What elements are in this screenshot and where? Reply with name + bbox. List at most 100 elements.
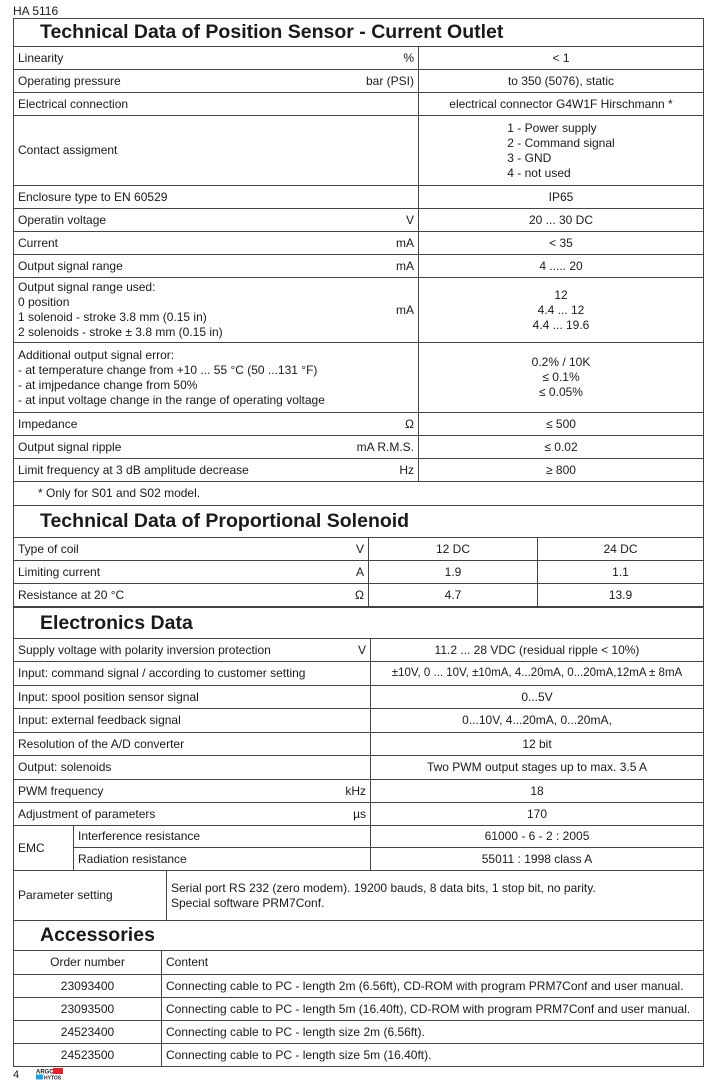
- parameter-cell: Output signal ripple mA R.M.S.: [13, 435, 419, 459]
- unit: %: [403, 50, 414, 65]
- value-cell: ≤ 0.02: [418, 435, 704, 459]
- value-cell: 61000 - 6 - 2 : 2005: [370, 825, 704, 848]
- order-number-cell: 24523400: [13, 1020, 162, 1044]
- parameter-setting-label: Parameter setting: [13, 870, 167, 921]
- value: < 1: [552, 50, 570, 65]
- parameter-label: Resolution of the A/D converter: [18, 736, 185, 751]
- value-cell: ≤ 500: [418, 412, 704, 436]
- value: ≤ 500: [546, 416, 576, 431]
- parameter-label: 0 position: [18, 295, 70, 309]
- parameter-label: - at imjpedance change from 50%: [18, 377, 198, 392]
- parameter-label: Operating pressure: [18, 73, 121, 88]
- table-row: 24523400 Connecting cable to PC - length …: [13, 1020, 704, 1044]
- parameter-setting-line: Special software PRM7Conf.: [171, 895, 325, 910]
- value: 4 - not used: [507, 165, 571, 180]
- parameter-label: Current: [18, 235, 59, 250]
- position-sensor-section: Technical Data of Position Sensor - Curr…: [13, 18, 704, 506]
- value-12v: 12 DC: [368, 537, 538, 561]
- table-row: Operating pressure bar (PSI) to 350 (5076)…: [13, 69, 704, 93]
- parameter-cell: Output signal range mA: [13, 254, 419, 278]
- unit: kHz: [345, 783, 366, 798]
- table-row: Current mA < 35: [13, 231, 704, 255]
- parameter-cell: Operatin voltage V: [13, 208, 419, 232]
- parameter-label: Additional output signal error:: [18, 347, 175, 362]
- value-cell: ±10V, 0 ... 10V, ±10mA, 4...20mA, 0...20…: [370, 661, 704, 686]
- parameter-label: Limit frequency at 3 dB amplitude decrea…: [18, 462, 249, 477]
- value-cell: 20 ... 30 DC: [418, 208, 704, 232]
- unit: A: [355, 564, 364, 579]
- svg-text:ARGO: ARGO: [36, 1070, 54, 1076]
- parameter-label: Radiation resistance: [73, 847, 371, 871]
- value: 0.2% / 10K: [531, 355, 591, 369]
- content-cell: Connecting cable to PC - length size 5m …: [161, 1043, 704, 1067]
- value-cell: 1 - Power supply 2 - Command signal 3 - GN…: [418, 115, 704, 186]
- parameter-cell: Operating pressure bar (PSI): [13, 69, 419, 93]
- parameter-label: Input: spool position sensor signal: [18, 689, 199, 704]
- parameter-cell: PWM frequency kHz: [13, 779, 371, 803]
- value: to 350 (5076), static: [507, 73, 615, 88]
- parameter-cell: Resistance at 20 °C Ω: [13, 583, 369, 607]
- solenoid-section: Technical Data of Proportional Solenoid …: [13, 505, 704, 607]
- parameter-label: Enclosure type to EN 60529: [18, 189, 168, 204]
- value: 20 ... 30 DC: [528, 212, 594, 227]
- parameter-cell: Electrical connection: [13, 92, 419, 116]
- section-title: Electronics Data: [13, 607, 704, 639]
- table-row: Output: solenoids Two PWM output stages u…: [13, 755, 704, 780]
- unit: µs: [353, 806, 366, 821]
- value-24v: 1.1: [537, 560, 704, 584]
- parameter-label: Input: external feedback signal: [18, 713, 181, 727]
- value-cell: 170: [370, 802, 704, 826]
- unit: mA: [396, 235, 414, 250]
- value: IP65: [548, 189, 574, 204]
- parameter-cell: Supply voltage with polarity inversion p…: [13, 638, 371, 662]
- value: ≤ 0.02: [544, 439, 578, 454]
- value: 3 - GND: [507, 150, 552, 165]
- parameter-label: - at temperature change from +10 ... 55 …: [18, 362, 318, 377]
- unit: V: [405, 212, 414, 227]
- header-row: Order number Content: [13, 950, 704, 975]
- parameter-label: Input: command signal / according to cus…: [18, 666, 306, 680]
- unit: mA R.M.S.: [356, 439, 414, 454]
- table-row: Input: external feedback signal 0...10V, …: [13, 708, 704, 733]
- order-number-cell: 23093500: [13, 997, 162, 1021]
- order-number-cell: 23093400: [13, 974, 162, 998]
- parameter-label: Output signal ripple: [18, 439, 122, 454]
- parameter-cell: Adjustment of parameters µs: [13, 802, 371, 826]
- table-row: Limiting current A 1.9 1.1: [13, 560, 704, 584]
- value: 4.4 ... 12: [537, 302, 585, 317]
- value-12v: 4.7: [368, 583, 538, 607]
- value: ≤ 0.05%: [539, 385, 583, 399]
- parameter-label: 1 solenoid - stroke 3.8 mm (0.15 in): [18, 310, 207, 324]
- table-row: Contact assigment 1 - Power supply 2 - Com…: [13, 115, 704, 186]
- value-cell: Two PWM output stages up to max. 3.5 A: [370, 755, 704, 780]
- footnote-row: * Only for S01 and S02 model.: [13, 481, 704, 506]
- unit: Ω: [405, 416, 414, 431]
- value-cell: ≥ 800: [418, 458, 704, 482]
- document-code: HA 5116: [13, 4, 59, 18]
- parameter-label: PWM frequency: [18, 783, 104, 798]
- value-24v: 13.9: [537, 583, 704, 607]
- table-row: Type of coil V 12 DC 24 DC: [13, 537, 704, 561]
- parameter-label: Limiting current: [18, 564, 101, 579]
- value-cell: electrical connector G4W1F Hirschmann *: [418, 92, 704, 116]
- value: ≥ 800: [546, 462, 576, 477]
- column-header: Order number: [13, 950, 162, 975]
- unit: V: [355, 541, 364, 556]
- table-row: Impedance Ω ≤ 500: [13, 412, 704, 436]
- table-row: Input: command signal / according to cus…: [13, 661, 704, 686]
- footnote: * Only for S01 and S02 model.: [13, 481, 704, 506]
- parameter-label: Resistance at 20 °C: [18, 587, 125, 602]
- table-row: Output signal ripple mA R.M.S. ≤ 0.02: [13, 435, 704, 459]
- table-row: Input: spool position sensor signal 0...5…: [13, 685, 704, 709]
- value-cell: < 1: [418, 46, 704, 70]
- parameter-cell: Linearity%: [13, 46, 419, 70]
- emc-row: Radiation resistance 55011 : 1998 class A: [14, 847, 704, 871]
- parameter-cell: Type of coil V: [13, 537, 369, 561]
- value-cell: 55011 : 1998 class A: [370, 847, 704, 871]
- table-row: Output signal range mA 4 ..... 20: [13, 254, 704, 278]
- parameter-label: - at input voltage change in the range o…: [18, 392, 325, 407]
- value: electrical connector G4W1F Hirschmann *: [449, 96, 673, 111]
- svg-text:HYTOS: HYTOS: [44, 1076, 62, 1081]
- value-cell: to 350 (5076), static: [418, 69, 704, 93]
- parameter-label: Electrical connection: [18, 96, 129, 111]
